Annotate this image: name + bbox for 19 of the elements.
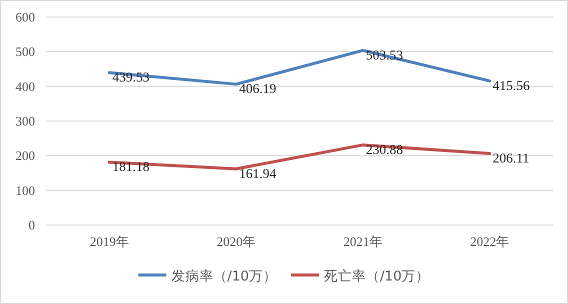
y-tick-label: 0 xyxy=(28,218,35,232)
y-tick-label: 600 xyxy=(16,10,35,24)
y-tick-label: 200 xyxy=(16,148,35,164)
data-label: 406.19 xyxy=(239,81,276,96)
legend-label: 死亡率（/10万） xyxy=(324,268,430,284)
x-tick-label: 2022年 xyxy=(470,234,510,249)
y-tick-label: 300 xyxy=(16,114,35,128)
data-label: 206.11 xyxy=(492,150,530,166)
x-tick-label: 2019年 xyxy=(90,234,129,249)
y-tick-label: 500 xyxy=(16,44,35,60)
line-series xyxy=(108,48,492,86)
x-tick-label: 2021年 xyxy=(343,234,382,249)
line-series xyxy=(108,143,492,170)
legend-label: 发病率（/10万） xyxy=(171,268,277,284)
y-tick-label: 100 xyxy=(16,182,35,198)
data-label: 415.56 xyxy=(492,78,530,93)
y-tick-label: 400 xyxy=(16,78,35,94)
x-tick-label: 2020年 xyxy=(216,234,256,249)
data-label: 161.94 xyxy=(239,166,276,181)
